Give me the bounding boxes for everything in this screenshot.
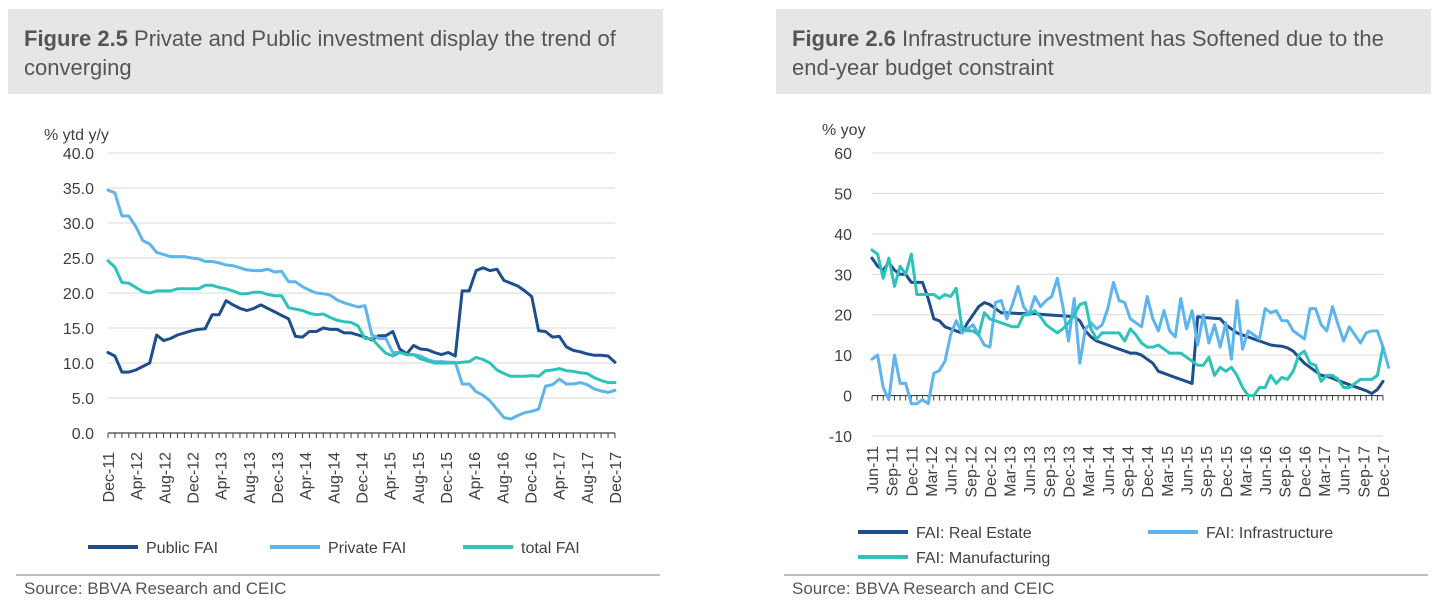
figure-2-5-x-tick-label: Aug-13	[242, 452, 259, 504]
figure-2-5-x-tick-label: Aug-16	[495, 452, 512, 504]
figure-2-5-x-tick-label: Apr-13	[214, 452, 231, 500]
figure-2-5-y-tick-label: 15.0	[63, 321, 94, 338]
figure-2-6-y-axis-label: % yoy	[822, 122, 866, 139]
figure-2-5-series-line-total-fai	[106, 259, 617, 385]
figure-2-5-series-line-private-fai	[106, 188, 617, 421]
figure-2-6-y-tick-label: 10	[834, 348, 852, 365]
figure-2-6-x-tick-label: Sep-13	[1042, 446, 1059, 498]
figure-2-6-y-tick-label: 0	[843, 389, 852, 406]
figure-2-5-x-tick-label: Aug-12	[157, 452, 174, 504]
figure-2-6-x-tick-label: Sep-14	[1121, 446, 1138, 498]
figure-2-6-x-tick-label: Jun-15	[1179, 446, 1196, 495]
figure-2-6-legend-label-fai-manufacturing: FAI: Manufacturing	[916, 550, 1050, 567]
figure-2-5-x-tick-label: Dec-14	[355, 452, 372, 504]
figure-2-6-x-tick-label: Jun-13	[1022, 446, 1039, 495]
figure-2-6-y-tick-label: 40	[834, 227, 852, 244]
figure-2-5-x-tick-label: Dec-12	[186, 452, 203, 504]
figure-2-5-x-tick-label: Apr-16	[467, 452, 484, 500]
figure-2-6-x-tick-label: Mar-12	[924, 446, 941, 497]
figure-2-6-source: Source: BBVA Research and CEIC	[792, 579, 1055, 598]
figure-2-5-legend-label-public-fai: Public FAI	[146, 540, 218, 557]
figure-2-5-x-tick-label: Dec-16	[524, 452, 541, 504]
figure-2-6-x-tick-label: Dec-13	[1062, 446, 1079, 498]
figure-2-6-x-tick-label: Dec-17	[1376, 446, 1393, 498]
figure-2-5-x-tick-label: Dec-11	[101, 452, 118, 502]
figure-2-6-x-tick-label: Dec-15	[1219, 446, 1236, 498]
figure-2-6-x-tick-label: Dec-14	[1140, 446, 1157, 498]
figure-2-5-y-tick-label: 25.0	[63, 251, 94, 268]
figure-2-6-x-tick-label: Sep-11	[885, 446, 902, 497]
figure-2-6-title: Figure 2.6 Infrastructure investment has…	[792, 26, 1384, 80]
figure-2-5-x-tick-label: Apr-17	[552, 452, 569, 500]
figure-2-6: Figure 2.6 Infrastructure investment has…	[776, 0, 1431, 602]
figure-2-5-source: Source: BBVA Research and CEIC	[24, 579, 287, 598]
figure-2-6-y-tick-label: 30	[834, 267, 852, 284]
figure-2-5-series-line-public-fai	[106, 266, 617, 374]
figure-2-5-x-tick-label: Apr-15	[383, 452, 400, 500]
figure-2-5-chart: % ytd y/y 0.0 5.0 10.0 15.0 20.0 25.0 30.0 35.0 4…	[44, 127, 625, 557]
figure-2-6-x-tick-label: Sep-15	[1199, 446, 1216, 498]
figure-2-6-x-tick-label: Jun-14	[1101, 446, 1118, 495]
figure-2-6-series-line-fai-manufacturing	[870, 248, 1385, 398]
figure-2-5-title-box: Figure 2.5 Private and Public investment…	[8, 9, 663, 94]
figure-2-6-title-box: Figure 2.6 Infrastructure investment has…	[776, 9, 1431, 94]
figure-2-6-y-tick-label: -10	[829, 429, 852, 446]
figure-2-5-y-tick-label: 0.0	[72, 426, 94, 443]
figure-2-5-title: Figure 2.5 Private and Public investment…	[24, 26, 616, 80]
figure-2-6-x-tick-label: Sep-16	[1278, 446, 1295, 498]
figure-2-6-legend-label-fai-infrastructure: FAI: Infrastructure	[1206, 525, 1333, 542]
figure-2-6-x-tick-label: Dec-12	[983, 446, 1000, 498]
figure-2-6-y-tick-label: 20	[834, 308, 852, 325]
figure-2-6-x-tick-label: Dec-11	[904, 446, 921, 496]
figure-2-5-x-tick-label: Apr-12	[129, 452, 146, 500]
figure-2-6-y-tick-label: 50	[834, 186, 852, 203]
figure-2-5-x-tick-label: Aug-14	[326, 452, 343, 504]
figure-2-6-x-tick-label: Mar-13	[1003, 446, 1020, 497]
figure-2-6-source-divider	[784, 574, 1428, 576]
figure-2-5-y-tick-label: 5.0	[72, 391, 94, 408]
figure-2-6-x-tick-label: Jun-12	[944, 446, 961, 495]
figure-2-5-x-tick-label: Aug-15	[411, 452, 428, 504]
figure-2-6-x-tick-label: Sep-17	[1356, 446, 1373, 498]
figure-2-6-x-tick-label: Jun-16	[1258, 446, 1275, 495]
figure-2-6-x-tick-label: Jun-17	[1337, 446, 1354, 495]
figure-2-5-legend-label-private-fai: Private FAI	[328, 540, 406, 557]
figure-2-5: Figure 2.5 Private and Public investment…	[8, 0, 663, 602]
figure-2-5-y-tick-label: 20.0	[63, 286, 94, 303]
figure-2-5-x-tick-label: Dec-13	[270, 452, 287, 504]
figure-2-6-x-tick-label: Mar-17	[1317, 446, 1334, 497]
figure-2-6-x-tick-label: Mar-15	[1160, 446, 1177, 497]
figure-2-5-y-tick-label: 30.0	[63, 216, 94, 233]
figure-2-6-x-tick-label: Jun-11	[865, 446, 882, 494]
figure-2-6-x-tick-label: Mar-16	[1238, 446, 1255, 497]
figure-2-5-x-tick-label: Apr-14	[298, 452, 315, 500]
figure-2-6-series-line-fai-infrastructure	[870, 276, 1391, 406]
figure-2-5-y-tick-label: 10.0	[63, 356, 94, 373]
figure-2-5-x-tick-label: Dec-15	[439, 452, 456, 504]
figure-2-5-legend-label-total-fai: total FAI	[521, 540, 580, 557]
figure-2-5-y-axis-label: % ytd y/y	[44, 127, 109, 144]
figure-2-5-y-tick-label: 35.0	[63, 181, 94, 198]
figure-2-6-y-tick-label: 60	[834, 146, 852, 163]
figure-2-5-source-divider	[16, 574, 660, 576]
figure-2-5-x-tick-label: Dec-17	[608, 452, 625, 504]
figure-2-6-x-tick-label: Mar-14	[1081, 446, 1098, 497]
figure-2-6-x-tick-label: Sep-12	[963, 446, 980, 498]
figure-2-5-y-tick-label: 40.0	[63, 146, 94, 163]
figure-2-5-x-tick-label: Aug-17	[580, 452, 597, 504]
figure-2-6-x-tick-label: Dec-16	[1297, 446, 1314, 498]
figure-2-6-legend-label-fai-real-estate: FAI: Real Estate	[916, 525, 1032, 542]
